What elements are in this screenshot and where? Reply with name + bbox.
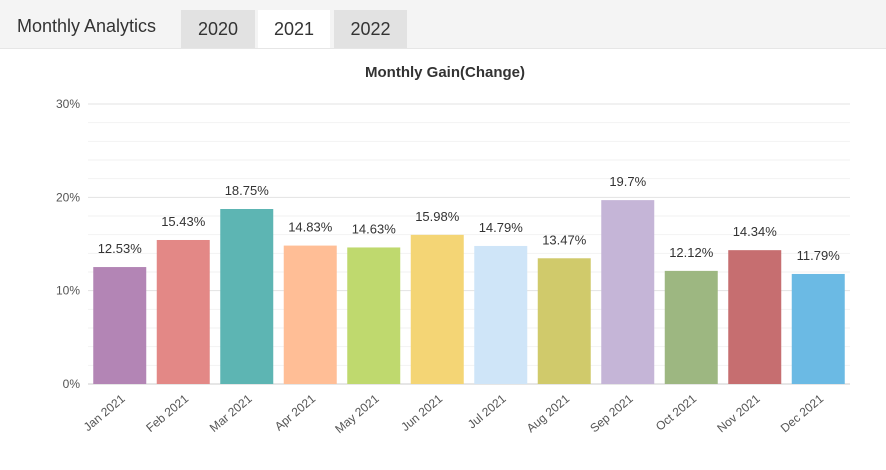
data-label: 18.75% <box>225 183 270 198</box>
tab-2021[interactable]: 2021 <box>258 10 330 48</box>
tab-2020[interactable]: 2020 <box>181 10 255 48</box>
chart-title: Monthly Gain(Change) <box>365 64 525 81</box>
x-tick-label: Aug 2021 <box>524 391 573 435</box>
bar[interactable] <box>156 239 210 384</box>
bar[interactable] <box>537 258 591 384</box>
y-tick-label: 30% <box>56 97 80 111</box>
x-tick-label: Jun 2021 <box>398 391 445 434</box>
grid-lines <box>88 103 850 385</box>
bar[interactable] <box>347 247 401 384</box>
x-tick-label: Jan 2021 <box>81 391 128 434</box>
x-tick-label: Mar 2021 <box>207 391 255 435</box>
y-tick-label: 20% <box>56 190 80 204</box>
x-tick-label: Sep 2021 <box>587 391 636 435</box>
bar[interactable] <box>283 245 337 384</box>
x-tick-label: Oct 2021 <box>653 391 700 433</box>
x-tick-label: Apr 2021 <box>272 391 319 433</box>
y-tick-label: 10% <box>56 284 80 298</box>
bar-chart: Monthly Gain(Change) 0%10%20%30% 12.53%1… <box>56 64 850 436</box>
chart-area: Monthly Gain(Change) 0% 10% 20% 30% 12.53% 1… <box>0 49 886 465</box>
bar[interactable] <box>791 273 845 384</box>
x-tick-label: Nov 2021 <box>714 391 763 435</box>
bar[interactable] <box>728 250 782 384</box>
bar[interactable] <box>93 267 147 384</box>
bar[interactable] <box>601 200 655 384</box>
data-label: 14.63% <box>352 221 397 236</box>
bar[interactable] <box>474 245 528 384</box>
analytics-header: Monthly Analytics 2020 2021 2022 <box>0 0 886 49</box>
data-label: 15.43% <box>161 214 206 229</box>
data-label: 12.53% <box>98 241 143 256</box>
tab-2022[interactable]: 2022 <box>334 10 407 48</box>
x-tick-label: Dec 2021 <box>778 391 827 435</box>
tab-label: 2020 <box>197 18 239 39</box>
y-axis: 0% 10% 20% 30% <box>56 97 80 391</box>
data-label: 12.12% <box>669 245 714 260</box>
data-labels: 12.53% 15.43% 18.75% 14.83% 14.63% 15.98% 14.7… <box>98 174 841 263</box>
data-label: 13.47% <box>542 232 587 247</box>
data-label: 14.83% <box>288 220 333 235</box>
bar[interactable] <box>410 234 464 384</box>
x-tick-label: May 2021 <box>332 391 382 436</box>
data-label: 15.98% <box>415 209 460 224</box>
x-axis: Jan 2021 Feb 2021 Mar 2021 Apr 2021 May 2021… <box>81 391 827 436</box>
data-label: 19.7% <box>609 174 646 189</box>
tab-label: 2022 <box>350 18 391 39</box>
y-tick-label: 0% <box>63 377 81 391</box>
bar[interactable] <box>220 209 274 384</box>
tab-label: 2021 <box>273 18 315 39</box>
data-label: 14.79% <box>479 220 524 235</box>
data-label: 11.79% <box>797 248 841 263</box>
panel-title: Monthly Analytics <box>17 16 157 36</box>
data-label: 14.34% <box>733 224 778 239</box>
x-tick-label: Feb 2021 <box>143 391 191 435</box>
bars <box>93 200 845 384</box>
bar[interactable] <box>664 270 718 384</box>
x-tick-label: Jul 2021 <box>465 391 509 431</box>
